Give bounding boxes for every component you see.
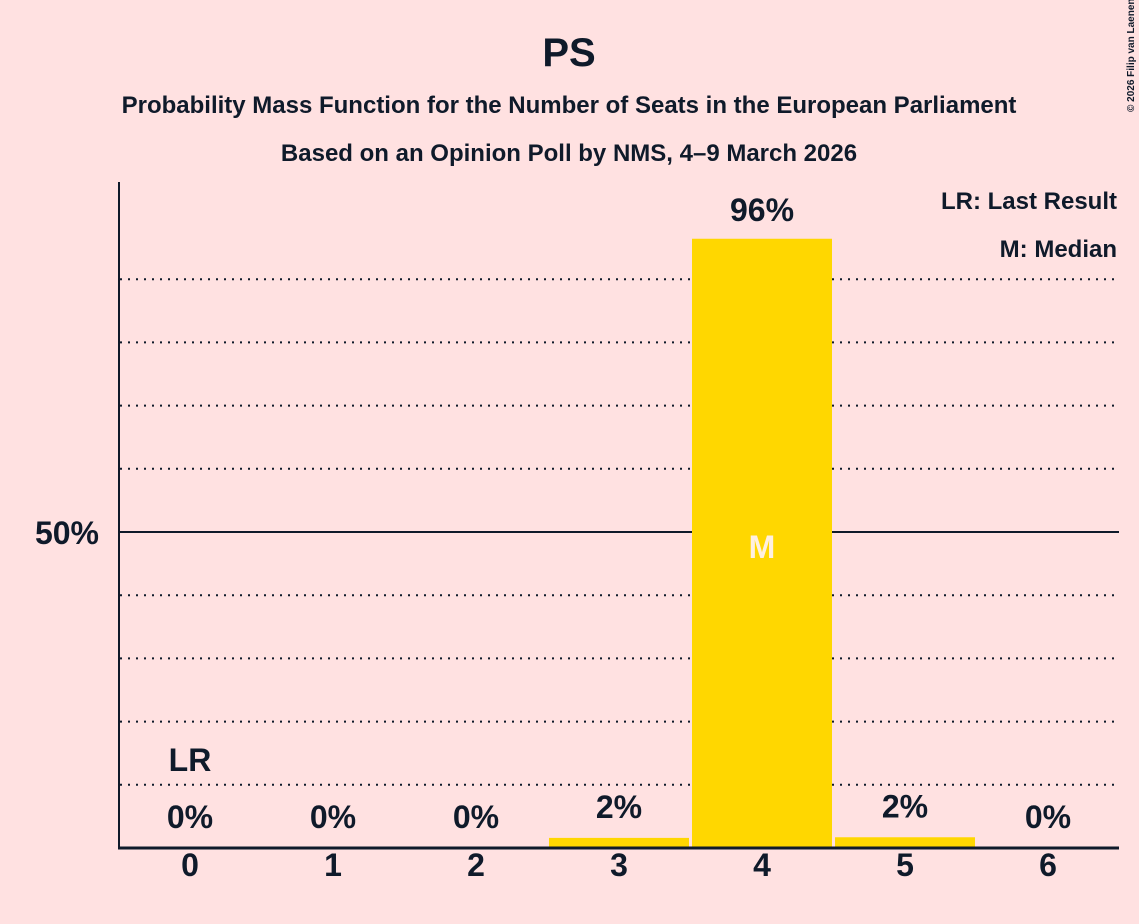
chart-title: PS [542,31,595,75]
value-label-5: 2% [882,788,928,824]
value-label-0: 0% [167,799,213,835]
x-tick-label-3: 3 [610,847,628,883]
bar-3 [549,837,689,848]
value-label-2: 0% [453,799,499,835]
value-label-1: 0% [310,799,356,835]
value-label-3: 2% [596,789,642,825]
x-tick-label-4: 4 [753,847,771,883]
copyright: © 2026 Filip van Laenen [1126,0,1137,112]
value-label-4: 96% [730,192,794,228]
bar-5 [835,837,975,848]
last-result-marker: LR [169,742,212,778]
legend-last-result: LR: Last Result [941,188,1117,215]
x-tick-label-5: 5 [896,847,914,883]
x-tick-label-0: 0 [181,847,199,883]
value-label-6: 0% [1025,799,1071,835]
y-tick-label: 50% [35,515,99,551]
x-tick-label-2: 2 [467,847,485,883]
legend-median: M: Median [1000,236,1117,263]
chart-subtitle: Probability Mass Function for the Number… [122,92,1017,119]
x-tick-label-6: 6 [1039,847,1057,883]
bar-4 [692,238,832,848]
x-tick-label-1: 1 [324,847,342,883]
chart-subtitle-2: Based on an Opinion Poll by NMS, 4–9 Mar… [281,140,857,167]
median-marker: M [749,529,776,565]
